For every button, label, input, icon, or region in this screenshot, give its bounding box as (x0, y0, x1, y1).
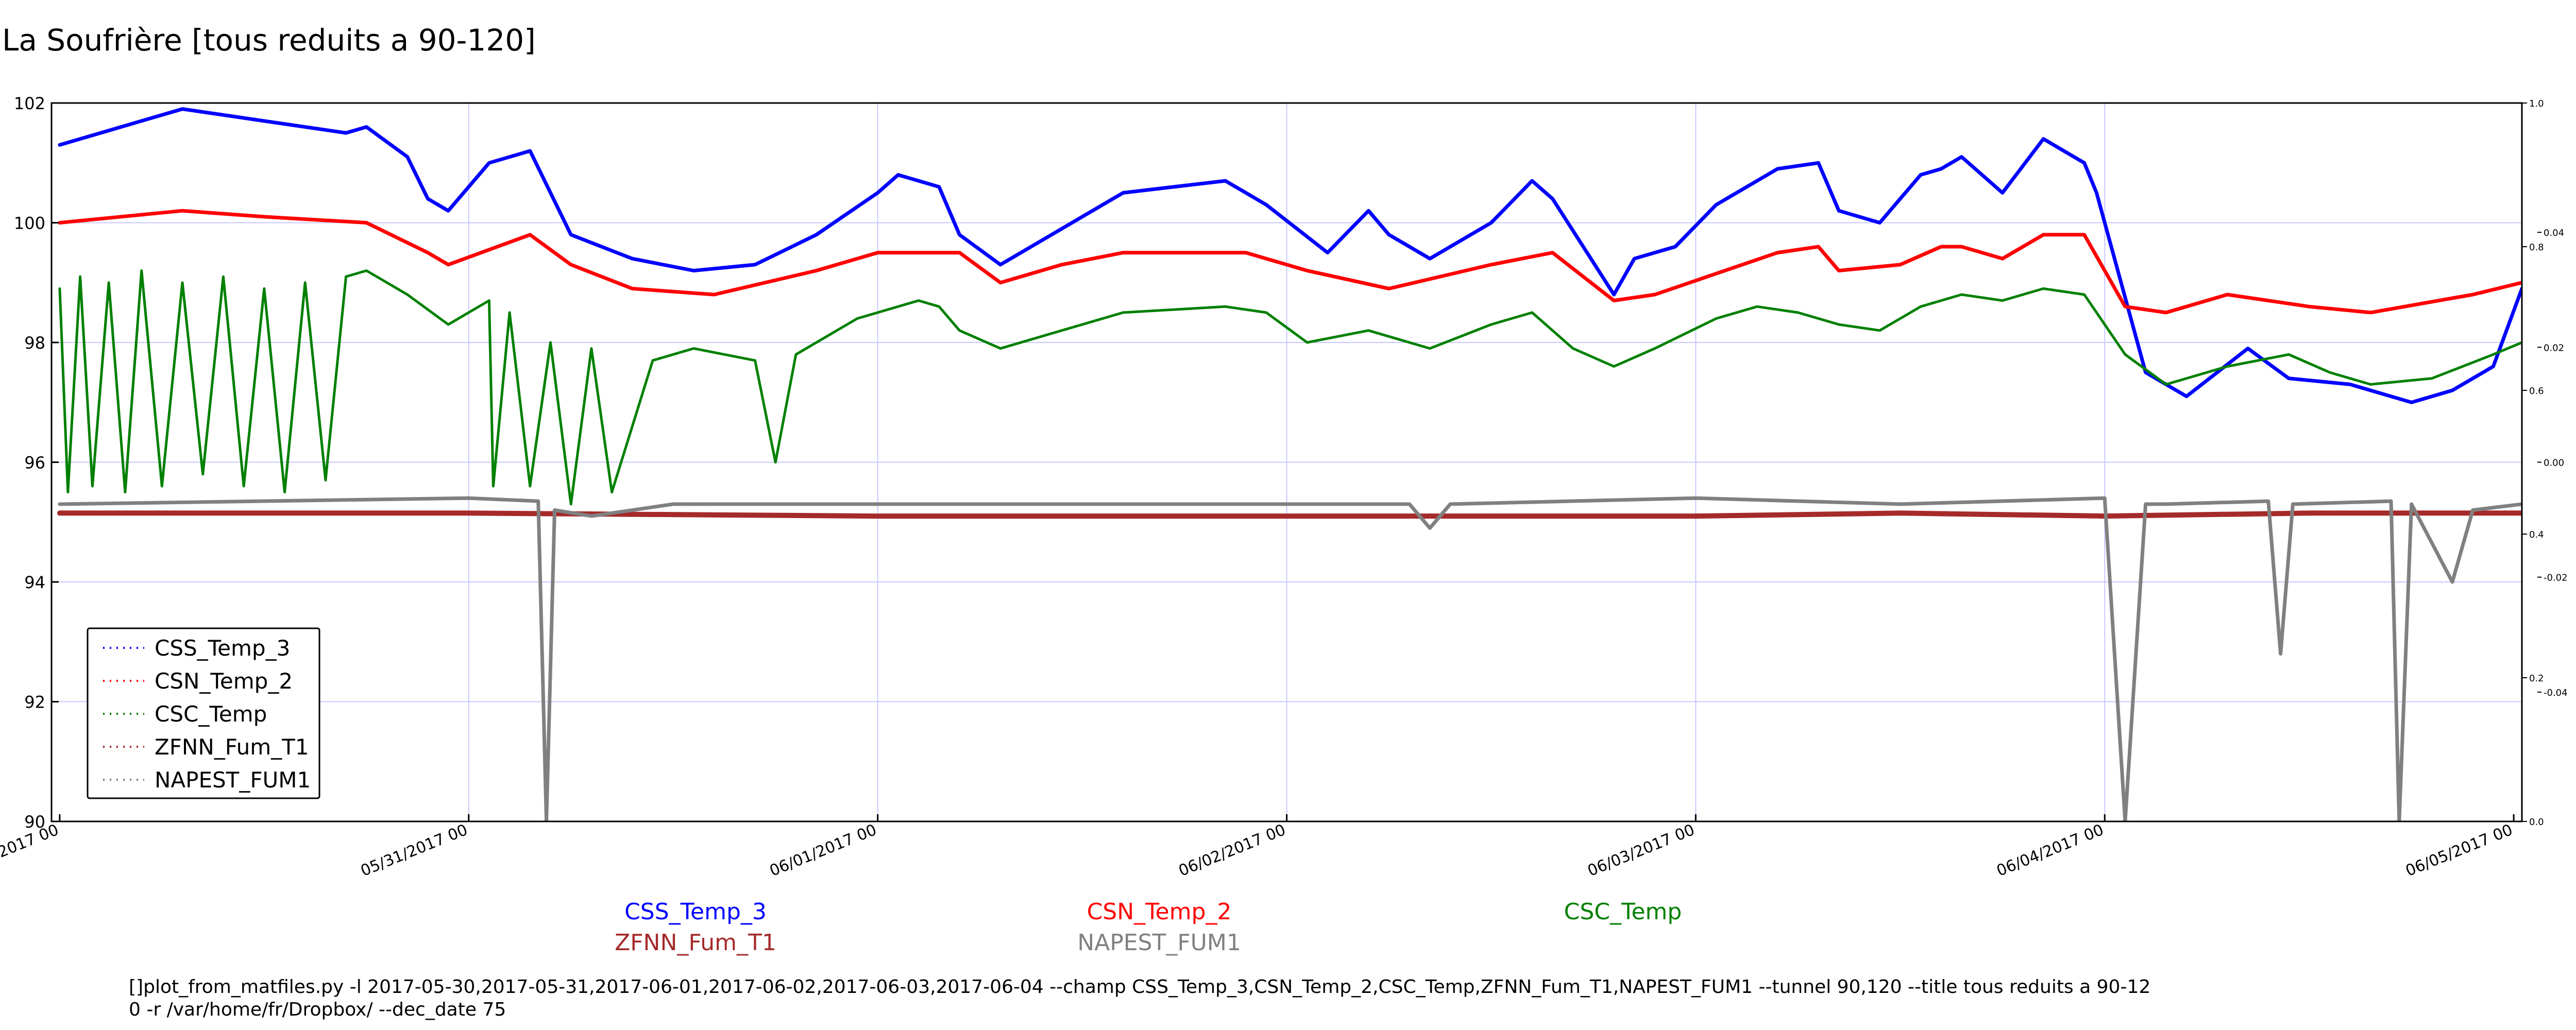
right-axis: 0.0 0.2 0.4 0.6 0.8 1.0 -0.04 -0.02 0.00 0.02 0.04 (2522, 98, 2568, 828)
legend-label: ZFNN_Fum_T1 (155, 734, 309, 760)
series-label-css-temp-3: CSS_Temp_3 (624, 899, 767, 925)
x-tick-label: 06/05/2017 00 (2403, 821, 2515, 880)
page-title: La Soufrière [tous reduits a 90-120] (2, 23, 536, 58)
legend-label: CSS_Temp_3 (155, 636, 290, 661)
legend: CSS_Temp_3 CSN_Temp_2 CSC_Temp ZFNN_Fum_T1 N… (87, 627, 320, 799)
series-line-zfnn-fum-t1 (57, 510, 2522, 519)
series-label-csn-temp-2: CSN_Temp_2 (1087, 899, 1232, 925)
series-label-zfnn-fum-t1: ZFNN_Fum_T1 (615, 930, 776, 956)
right-inner-tick-label: 0.00 (2544, 458, 2564, 469)
right-tick-label: 0.4 (2529, 529, 2544, 540)
x-tick-label: 05/31/2017 00 (358, 821, 470, 880)
right-tick-label: 0.8 (2529, 242, 2544, 253)
y-tick-label: 92 (24, 693, 45, 712)
series-line-csn-temp-2 (58, 209, 2522, 315)
right-tick-label: 1.0 (2529, 98, 2544, 109)
x-axis: 05/30/2017 00 05/31/2017 00 06/01/2017 00 0… (0, 814, 2515, 880)
y-tick-label: 100 (14, 214, 45, 233)
y-tick-label: 94 (24, 573, 45, 592)
x-tick-label: 06/04/2017 00 (1994, 821, 2107, 880)
series-line-napest-fum1 (58, 496, 2522, 821)
x-tick-label: 06/02/2017 00 (1176, 821, 1289, 880)
right-tick-label: 0.0 (2529, 817, 2544, 828)
right-inner-tick-label: -0.02 (2544, 573, 2568, 583)
legend-label: CSC_Temp (155, 701, 267, 727)
right-inner-tick-label: 0.02 (2544, 342, 2564, 353)
y-tick-label: 98 (24, 333, 45, 353)
command-line-text: []plot_from_matfiles.py -l 2017-05-30,20… (129, 976, 2550, 1021)
y-tick-label: 90 (24, 812, 45, 832)
series-label-napest-fum1: NAPEST_FUM1 (1077, 930, 1241, 956)
legend-label: NAPEST_FUM1 (155, 767, 311, 793)
right-tick-label: 0.2 (2529, 673, 2544, 684)
y-tick-label: 102 (14, 94, 45, 113)
x-tick-label: 06/01/2017 00 (767, 821, 879, 880)
y-tick-label: 96 (24, 453, 45, 473)
series-line-css-temp-3 (58, 107, 2522, 404)
y-axis: 90 92 94 96 98 100 102 (14, 94, 59, 832)
x-tick-label: 06/03/2017 00 (1585, 821, 1698, 880)
command-line-2: 0 -r /var/home/fr/Dropbox/ --dec_date 75 (129, 999, 506, 1020)
right-tick-label: 0.6 (2529, 386, 2544, 397)
series-layer (57, 107, 2522, 821)
grid-lines (52, 103, 2522, 821)
series-line-csc-temp (58, 269, 2522, 506)
right-inner-tick-label: -0.04 (2544, 688, 2568, 698)
series-label-csc-temp: CSC_Temp (1564, 899, 1682, 925)
legend-label: CSN_Temp_2 (155, 668, 293, 694)
legend-box (87, 627, 320, 799)
command-line-1: []plot_from_matfiles.py -l 2017-05-30,20… (129, 976, 2151, 998)
right-inner-tick-label: 0.04 (2544, 228, 2564, 238)
